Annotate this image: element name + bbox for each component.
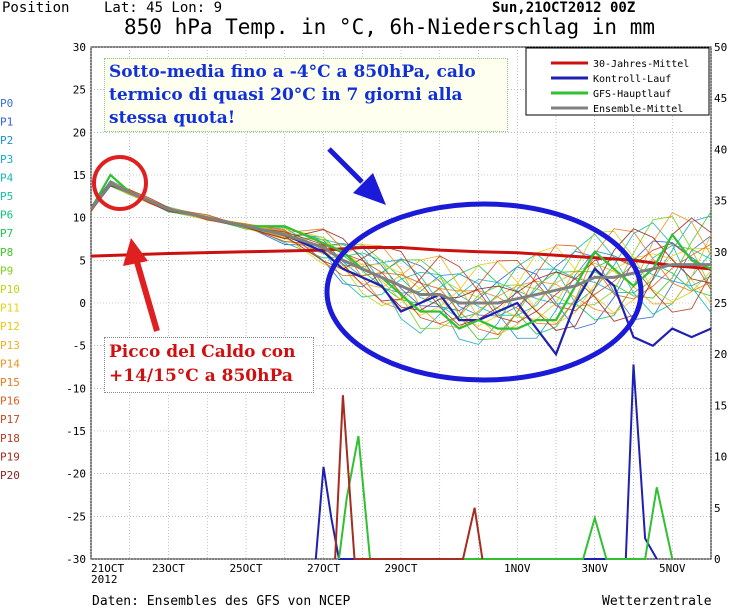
member-label-p19: P19 bbox=[0, 450, 20, 463]
member-label-p14: P14 bbox=[0, 357, 20, 370]
y-tick-label-left: 5 bbox=[79, 254, 86, 267]
annotation-warm-peak: Picco del Caldo con +14/15°C a 850hPa bbox=[104, 337, 314, 393]
member-label-p17: P17 bbox=[0, 413, 20, 426]
y-tick-label-left: 25 bbox=[73, 84, 86, 97]
member-label-p0: P0 bbox=[0, 97, 13, 110]
member-label-p11: P11 bbox=[0, 302, 20, 315]
x-tick-label: 29OCT bbox=[384, 562, 417, 575]
member-label-p20: P20 bbox=[0, 469, 20, 482]
chart-title: 850 hPa Temp. in °C, 6h-Niederschlag in … bbox=[124, 15, 656, 39]
member-label-p2: P2 bbox=[0, 134, 13, 147]
position-label: Position bbox=[2, 0, 70, 16]
cooldown-arrow-head bbox=[353, 173, 386, 205]
y-tick-label-right: 30 bbox=[714, 246, 727, 259]
y-tick-label-left: 20 bbox=[73, 126, 86, 139]
y-tick-label-left: 0 bbox=[79, 297, 86, 310]
y-tick-label-left: 10 bbox=[73, 212, 86, 225]
y-tick-label-left: -5 bbox=[73, 340, 86, 353]
x-tick-label: 3NOV bbox=[582, 562, 609, 575]
y-tick-label-left: -20 bbox=[66, 468, 86, 481]
warm-peak-circle bbox=[92, 155, 148, 211]
member-label-p12: P12 bbox=[0, 320, 20, 333]
member-label-p3: P3 bbox=[0, 153, 13, 166]
member-label-p16: P16 bbox=[0, 395, 20, 408]
y-tick-label-left: 15 bbox=[73, 169, 86, 182]
y-tick-label-right: 25 bbox=[714, 297, 727, 310]
y-tick-label-right: 40 bbox=[714, 143, 727, 156]
member-label-p4: P4 bbox=[0, 171, 14, 184]
y-tick-label-right: 10 bbox=[714, 451, 727, 464]
x-tick-label: 1NOV bbox=[504, 562, 531, 575]
x-tick-label: 27OCT bbox=[307, 562, 340, 575]
precip-line bbox=[338, 435, 674, 560]
legend-label: Kontroll-Lauf bbox=[593, 74, 671, 85]
precip-line bbox=[334, 395, 484, 560]
y-tick-label-left: -30 bbox=[66, 553, 86, 566]
legend: 30-Jahres-Mittel Kontroll-Lauf GFS-Hauptla… bbox=[525, 47, 710, 116]
cooldown-arrow-shaft bbox=[327, 147, 364, 184]
warm-peak-arrow-head bbox=[123, 238, 148, 266]
member-label-p10: P10 bbox=[0, 283, 20, 296]
legend-label: 30-Jahres-Mittel bbox=[593, 59, 689, 70]
y-tick-label-right: 15 bbox=[714, 399, 727, 412]
member-label-p8: P8 bbox=[0, 246, 13, 259]
series-line-ensemble-mittel bbox=[89, 181, 711, 305]
member-label-p6: P6 bbox=[0, 209, 13, 222]
x-tick-label-year: 2012 bbox=[91, 573, 118, 586]
member-label-p7: P7 bbox=[0, 227, 13, 240]
x-tick-label: 21OCT bbox=[91, 562, 124, 575]
legend-label: Ensemble-Mittel bbox=[593, 104, 683, 115]
member-label-p18: P18 bbox=[0, 432, 20, 445]
member-label-p9: P9 bbox=[0, 264, 13, 277]
y-tick-label-right: 20 bbox=[714, 348, 727, 361]
annotation-warm-peak-line2: +14/15°C a 850hPa bbox=[109, 366, 293, 386]
y-tick-label-right: 35 bbox=[714, 195, 727, 208]
series-line--jahres-mittel bbox=[90, 246, 712, 271]
brand-label: Wetterzentrale bbox=[602, 594, 712, 609]
x-tick-label: 5NOV bbox=[659, 562, 686, 575]
y-tick-label-left: -15 bbox=[66, 425, 86, 438]
cooldown-ellipse bbox=[324, 201, 644, 383]
member-label-p15: P15 bbox=[0, 376, 20, 389]
y-tick-label-right: 5 bbox=[714, 502, 721, 515]
y-tick-label-right: 0 bbox=[714, 553, 721, 566]
y-tick-label-left: -10 bbox=[66, 382, 86, 395]
member-label-p13: P13 bbox=[0, 339, 20, 352]
x-tick-label: 23OCT bbox=[152, 562, 185, 575]
member-label-p5: P5 bbox=[0, 190, 13, 203]
y-tick-label-right: 45 bbox=[714, 92, 727, 105]
legend-label: GFS-Hauptlauf bbox=[593, 89, 671, 100]
y-tick-label-left: 30 bbox=[73, 41, 86, 54]
y-tick-label-right: 50 bbox=[714, 41, 727, 54]
source-label: Daten: Ensembles des GFS von NCEP bbox=[92, 594, 351, 609]
member-label-p1: P1 bbox=[0, 116, 13, 129]
y-tick-label-left: -25 bbox=[66, 510, 86, 523]
warm-peak-arrow-shaft bbox=[134, 261, 160, 332]
run-date-label: Sun,21OCT2012 00Z bbox=[492, 0, 636, 16]
x-tick-label: 25OCT bbox=[229, 562, 262, 575]
annotation-warm-peak-line1: Picco del Caldo con bbox=[109, 342, 296, 362]
legend-box bbox=[525, 47, 710, 116]
annotation-cooldown: Sotto-media fino a -4°C a 850hPa, calo t… bbox=[104, 58, 508, 132]
lat-lon-label: Lat: 45 Lon: 9 bbox=[104, 0, 223, 16]
